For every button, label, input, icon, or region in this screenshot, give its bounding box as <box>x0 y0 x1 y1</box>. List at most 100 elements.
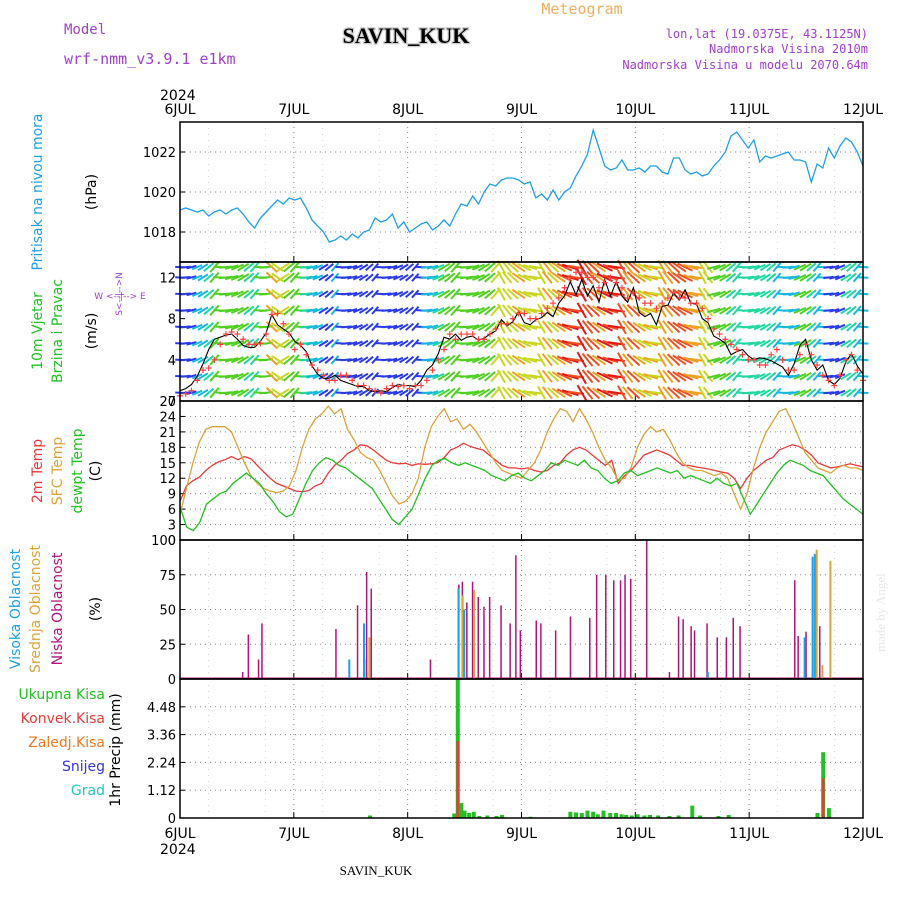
wind-arrow <box>506 288 519 300</box>
wind-arrow <box>358 290 369 298</box>
wind-arrow <box>265 261 278 273</box>
wind-arrow <box>677 322 693 332</box>
wind-arrow <box>637 289 652 298</box>
wind-arrow <box>496 320 506 334</box>
wind-arrow <box>496 270 506 285</box>
wind-arrow <box>657 286 667 302</box>
wind-arrow <box>393 340 404 347</box>
gust-marker <box>544 305 551 312</box>
wind-arrow <box>511 371 526 382</box>
wind-arrow <box>393 290 404 297</box>
wind-arrow <box>230 389 244 397</box>
wind-arrow <box>271 289 284 299</box>
cloud-bar <box>624 574 626 680</box>
wind-arrow <box>502 260 513 274</box>
wind-arrow <box>759 339 772 348</box>
wind-arrow <box>846 289 857 299</box>
wind-arrow <box>677 289 693 299</box>
wind-arrow <box>596 371 613 381</box>
wind-arrow <box>677 371 693 381</box>
wind-arrow <box>243 305 255 316</box>
wind-arrow <box>237 388 250 397</box>
wind-arrow <box>511 262 526 273</box>
gust-marker <box>452 336 459 343</box>
wind-arrow <box>806 289 817 299</box>
wind-arrow <box>387 374 398 379</box>
wind-arrow <box>502 304 513 317</box>
wind-arrow <box>352 356 363 363</box>
wind-arrow <box>581 303 594 318</box>
wind-arrow <box>637 355 652 364</box>
wind-arrow <box>852 387 862 398</box>
wind-arrow <box>283 371 295 382</box>
x-tick-label-bottom: 12JUL <box>843 826 883 842</box>
wind-arrow <box>556 262 573 272</box>
wind-arrow <box>347 324 358 330</box>
wind-arrow <box>747 373 760 379</box>
wind-arrow <box>806 272 817 282</box>
cloud-bar <box>605 574 607 680</box>
wind-arrow <box>506 261 519 273</box>
temperature-ytick-label: 15 <box>159 457 176 472</box>
precip-bar <box>608 813 613 818</box>
wind-arrow <box>551 321 566 333</box>
wind-arrow <box>191 389 203 396</box>
pressure-ylabel: Pritisak na nivou mora <box>30 113 46 270</box>
wind-arrow <box>506 354 519 366</box>
wind-arrow <box>834 356 846 363</box>
wind-arrow <box>626 320 641 334</box>
wind-arrow <box>576 302 587 319</box>
gust-marker <box>389 382 396 389</box>
temp-line <box>179 405 864 515</box>
wind-arrow <box>707 307 721 314</box>
cloud-bar <box>668 672 671 679</box>
precip-unit: 1hr Precip (mm) <box>108 693 124 806</box>
wind-arrow <box>788 340 800 346</box>
gust-marker <box>641 300 648 307</box>
wind-arrow <box>511 354 526 365</box>
wind-arrow <box>852 262 862 273</box>
gust-marker <box>699 305 706 312</box>
wind-arrow <box>829 341 840 346</box>
wind-arrow <box>186 275 197 280</box>
wind-arrow <box>829 275 840 280</box>
wind-arrow <box>306 373 318 379</box>
wind-arrow <box>472 339 485 347</box>
wind-arrow <box>537 287 547 301</box>
gust-marker <box>475 336 482 343</box>
wind-arrow <box>371 355 380 365</box>
wind-arrow <box>657 303 667 318</box>
x-tick-label-bottom: 11JUL <box>729 826 769 842</box>
wind-arrow <box>528 275 544 280</box>
chart-title: Meteogram <box>541 0 622 18</box>
wind-arrow <box>237 355 250 365</box>
wind-arrow <box>537 303 547 318</box>
wind-arrow <box>657 319 667 335</box>
x-tick-label-top: 7JUL <box>278 102 309 118</box>
precip-ytick-label: 1.12 <box>147 784 176 799</box>
wind-arrow <box>387 341 398 346</box>
wind-arrow <box>581 319 594 334</box>
wind-arrow <box>799 371 812 381</box>
wind-arrow <box>224 291 239 297</box>
precip-bar <box>471 811 476 818</box>
wind-arrow <box>517 388 532 397</box>
wind-arrow <box>766 272 777 282</box>
cloud-bar <box>356 605 359 679</box>
cloud-unit: (%) <box>88 597 104 621</box>
wind-arrow <box>399 263 409 271</box>
temperature-ytick-label: 3 <box>168 519 176 534</box>
wind-arrow <box>265 386 278 399</box>
gust-marker <box>618 284 625 291</box>
wind-arrow <box>347 390 358 395</box>
wind-arrow <box>484 262 496 273</box>
wind-arrow <box>657 336 667 351</box>
model-label: Model <box>64 22 106 38</box>
cloud-bar <box>247 634 250 679</box>
wind-arrow <box>766 262 777 272</box>
wind-arrow <box>324 263 334 272</box>
wind-arrow <box>444 262 456 273</box>
precip-bar <box>452 813 457 818</box>
gust-marker <box>435 356 442 363</box>
wind-arrow <box>330 262 340 272</box>
